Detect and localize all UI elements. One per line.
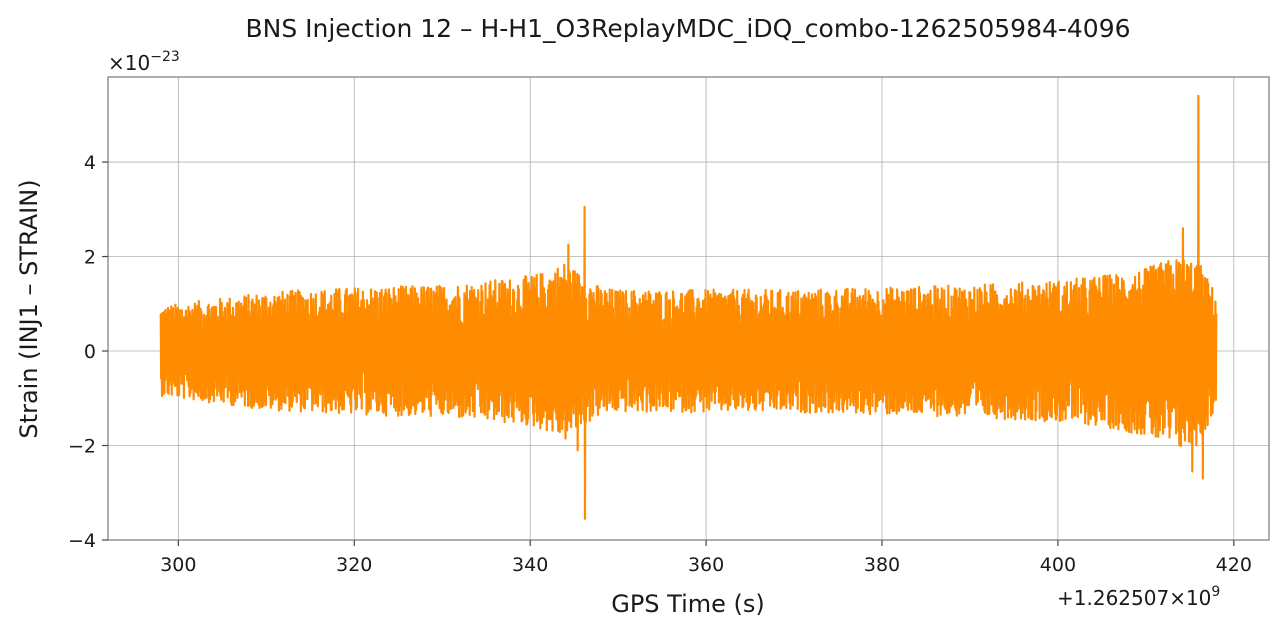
- y-tick-label: 0: [84, 341, 96, 363]
- x-tick-label: 340: [512, 554, 548, 576]
- x-tick-label: 380: [864, 554, 900, 576]
- y-tick-label: 4: [84, 152, 96, 174]
- x-axis-label: GPS Time (s): [611, 590, 765, 618]
- x-tick-label: 400: [1040, 554, 1076, 576]
- x-tick-label: 300: [160, 554, 196, 576]
- y-axis-ticks: −4 −2 0 2 4: [68, 152, 108, 552]
- plot-frame: [107, 76, 1270, 541]
- x-offset-label: +1.262507×109: [1057, 584, 1220, 610]
- chart-title: BNS Injection 12 – H-H1_O3ReplayMDC_iDQ_…: [245, 14, 1130, 43]
- y-tick-label: −4: [68, 530, 96, 552]
- x-axis-ticks: 300 320 340 360 380 400 420: [160, 540, 1252, 576]
- x-tick-label: 360: [688, 554, 724, 576]
- y-scale-multiplier: ×10−23: [108, 49, 180, 75]
- y-axis-label: Strain (INJ1 – STRAIN): [15, 179, 43, 438]
- x-tick-label: 320: [336, 554, 372, 576]
- y-tick-label: −2: [68, 436, 96, 458]
- y-tick-label: 2: [84, 247, 96, 269]
- x-tick-label: 420: [1216, 554, 1252, 576]
- strain-series-line: [159, 94, 1218, 520]
